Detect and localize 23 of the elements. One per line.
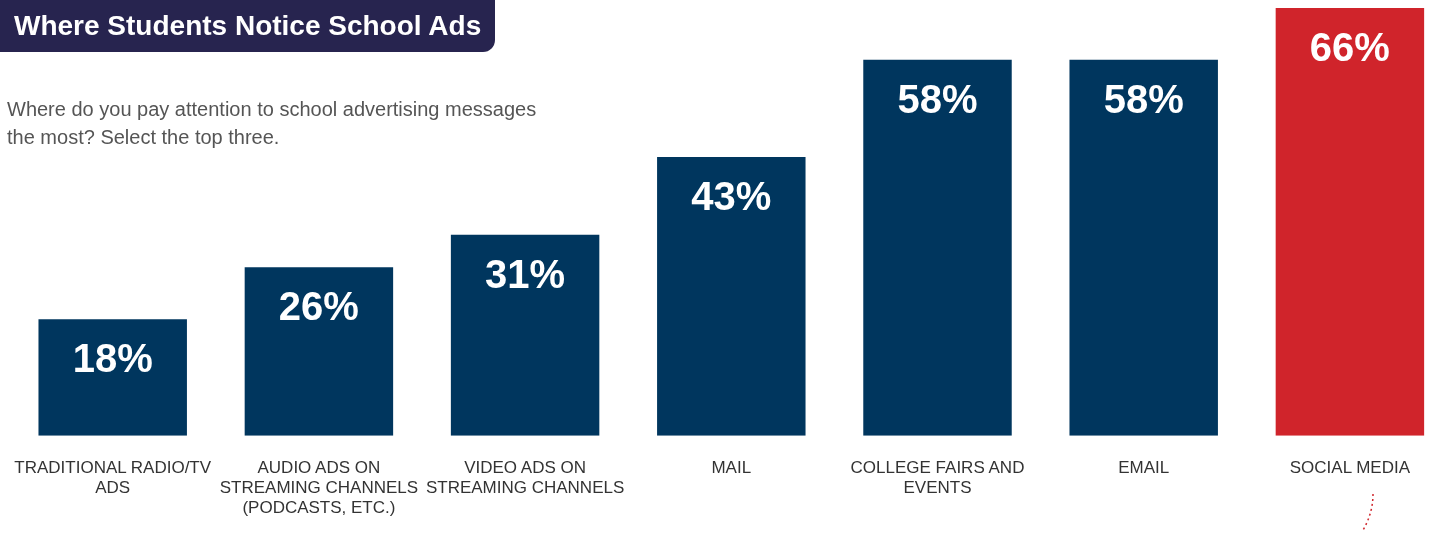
x-tick-label: EMAIL: [1118, 457, 1170, 477]
bar: [1275, 8, 1425, 436]
bar: [38, 319, 187, 436]
bar: [1069, 59, 1218, 436]
data-label: 66%: [1309, 25, 1390, 70]
data-label: 58%: [897, 76, 978, 121]
data-label: 58%: [1103, 76, 1184, 121]
chart-title: Where Students Notice School Ads: [0, 0, 496, 52]
data-label: 43%: [691, 174, 772, 219]
bar: [450, 234, 600, 436]
data-label: 31%: [485, 251, 566, 296]
x-tick-label: VIDEO ADS ON STREAMING CHANNELS: [425, 457, 625, 498]
x-tick-label: MAIL: [711, 457, 752, 477]
bar: [244, 267, 394, 436]
bar: [657, 157, 806, 436]
x-tick-label: COLLEGE FAIRS AND EVENTS: [850, 457, 1025, 498]
data-label: 18%: [72, 336, 153, 381]
x-tick-label: AUDIO ADS ON STREAMING CHANNELS (PODCASTS, ETC.): [219, 457, 419, 518]
x-tick-label: SOCIAL MEDIA: [1289, 457, 1411, 477]
text: Where do you pay attention to school advertising messages the most? Select the top three.: [7, 97, 538, 150]
bar: [863, 59, 1012, 436]
data-label: 26%: [278, 284, 359, 329]
x-tick-label: TRADITIONAL RADIO/TV ADS: [14, 457, 212, 498]
